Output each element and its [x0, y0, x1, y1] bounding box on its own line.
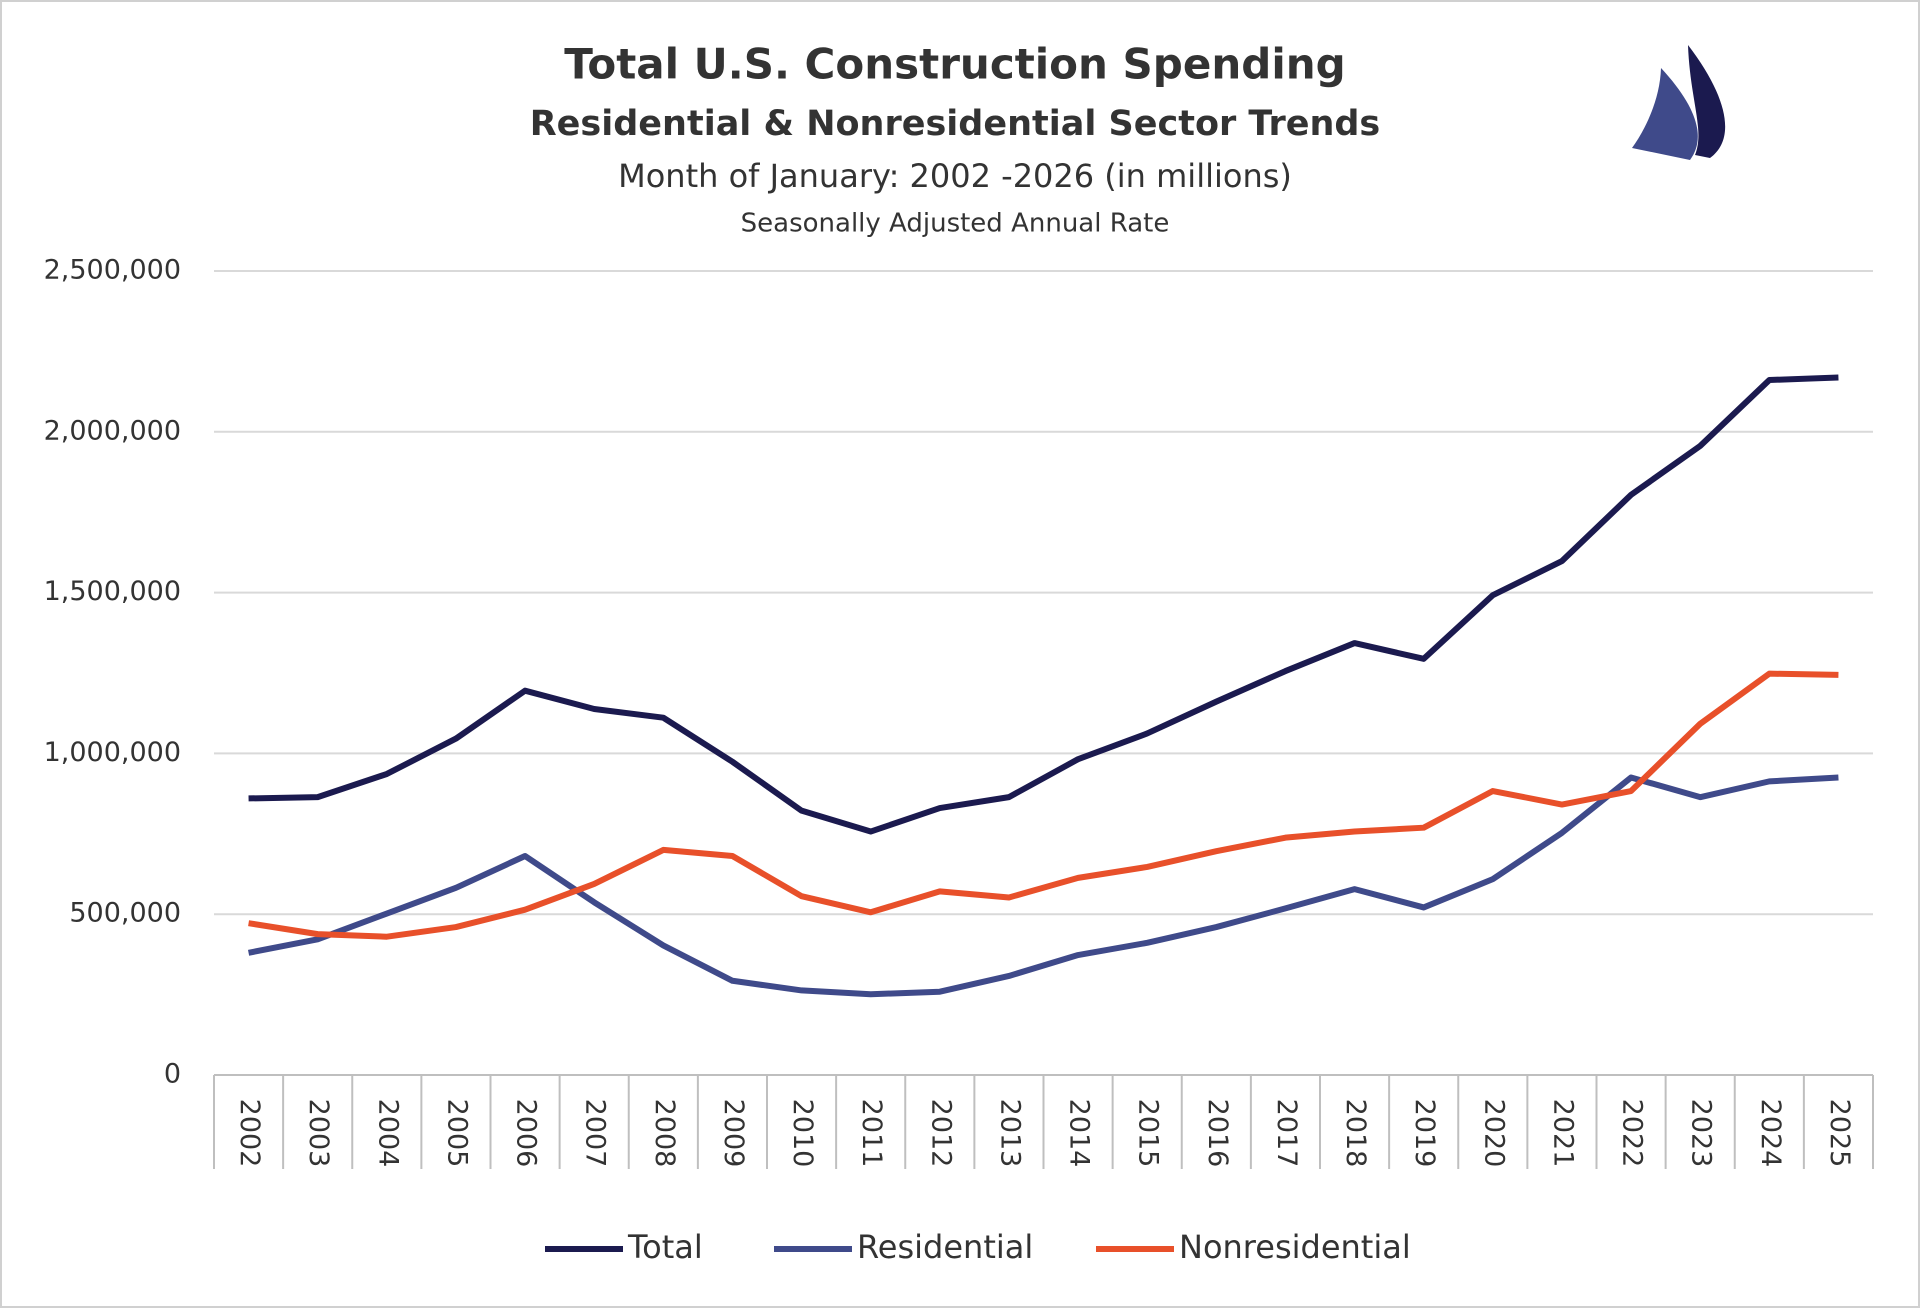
- y-tick-label: 2,500,000: [44, 255, 181, 286]
- x-tick-label: 2003: [303, 1099, 334, 1168]
- x-tick-label: 2025: [1824, 1099, 1855, 1168]
- x-tick-label: 2017: [1271, 1099, 1302, 1168]
- x-tick-label: 2009: [718, 1099, 749, 1168]
- x-tick-label: 2007: [580, 1099, 611, 1168]
- x-tick-label: 2023: [1686, 1099, 1717, 1168]
- chart-subtitle: Residential & Nonresidential Sector Tren…: [530, 104, 1381, 144]
- x-tick-label: 2022: [1617, 1099, 1648, 1168]
- legend-label: Residential: [857, 1228, 1033, 1266]
- logo-sail: [1688, 45, 1726, 158]
- x-tick-label: 2018: [1340, 1099, 1371, 1168]
- chart-description: Month of January: 2002 -2026 (in million…: [618, 157, 1292, 195]
- x-tick-label: 2002: [234, 1099, 265, 1168]
- x-tick-label: 2006: [511, 1099, 542, 1168]
- x-tick-label: 2015: [1133, 1099, 1164, 1168]
- series-line: [247, 774, 1839, 998]
- x-tick-label: 2016: [1202, 1099, 1233, 1168]
- x-tick-label: 2014: [1064, 1099, 1095, 1168]
- y-tick-label: 1,500,000: [44, 576, 181, 607]
- x-tick-label: 2008: [649, 1099, 680, 1168]
- x-tick-label: 2011: [856, 1099, 887, 1168]
- x-tick-label: 2005: [441, 1099, 472, 1168]
- y-tick-label: 1,000,000: [44, 737, 181, 768]
- chart-note: Seasonally Adjusted Annual Rate: [741, 209, 1170, 239]
- logo: [1632, 45, 1726, 160]
- y-tick-label: 0: [164, 1059, 181, 1090]
- x-tick-label: 2013: [994, 1099, 1025, 1168]
- x-tick-label: 2012: [925, 1099, 956, 1168]
- x-tick-label: 2010: [787, 1099, 818, 1168]
- x-tick-label: 2019: [1409, 1099, 1440, 1168]
- x-tick-label: 2021: [1547, 1099, 1578, 1168]
- x-tick-label: 2020: [1478, 1099, 1509, 1168]
- chart-title: Total U.S. Construction Spending: [564, 40, 1345, 89]
- y-tick-label: 2,000,000: [44, 415, 181, 446]
- y-tick-label: 500,000: [69, 898, 181, 929]
- legend-label: Nonresidential: [1179, 1228, 1411, 1266]
- x-tick-label: 2024: [1755, 1099, 1786, 1168]
- x-tick-label: 2004: [372, 1099, 403, 1168]
- series-line: [248, 670, 1839, 940]
- legend-label: Total: [627, 1228, 703, 1266]
- logo-sail: [1632, 68, 1698, 160]
- series-line: [248, 374, 1839, 835]
